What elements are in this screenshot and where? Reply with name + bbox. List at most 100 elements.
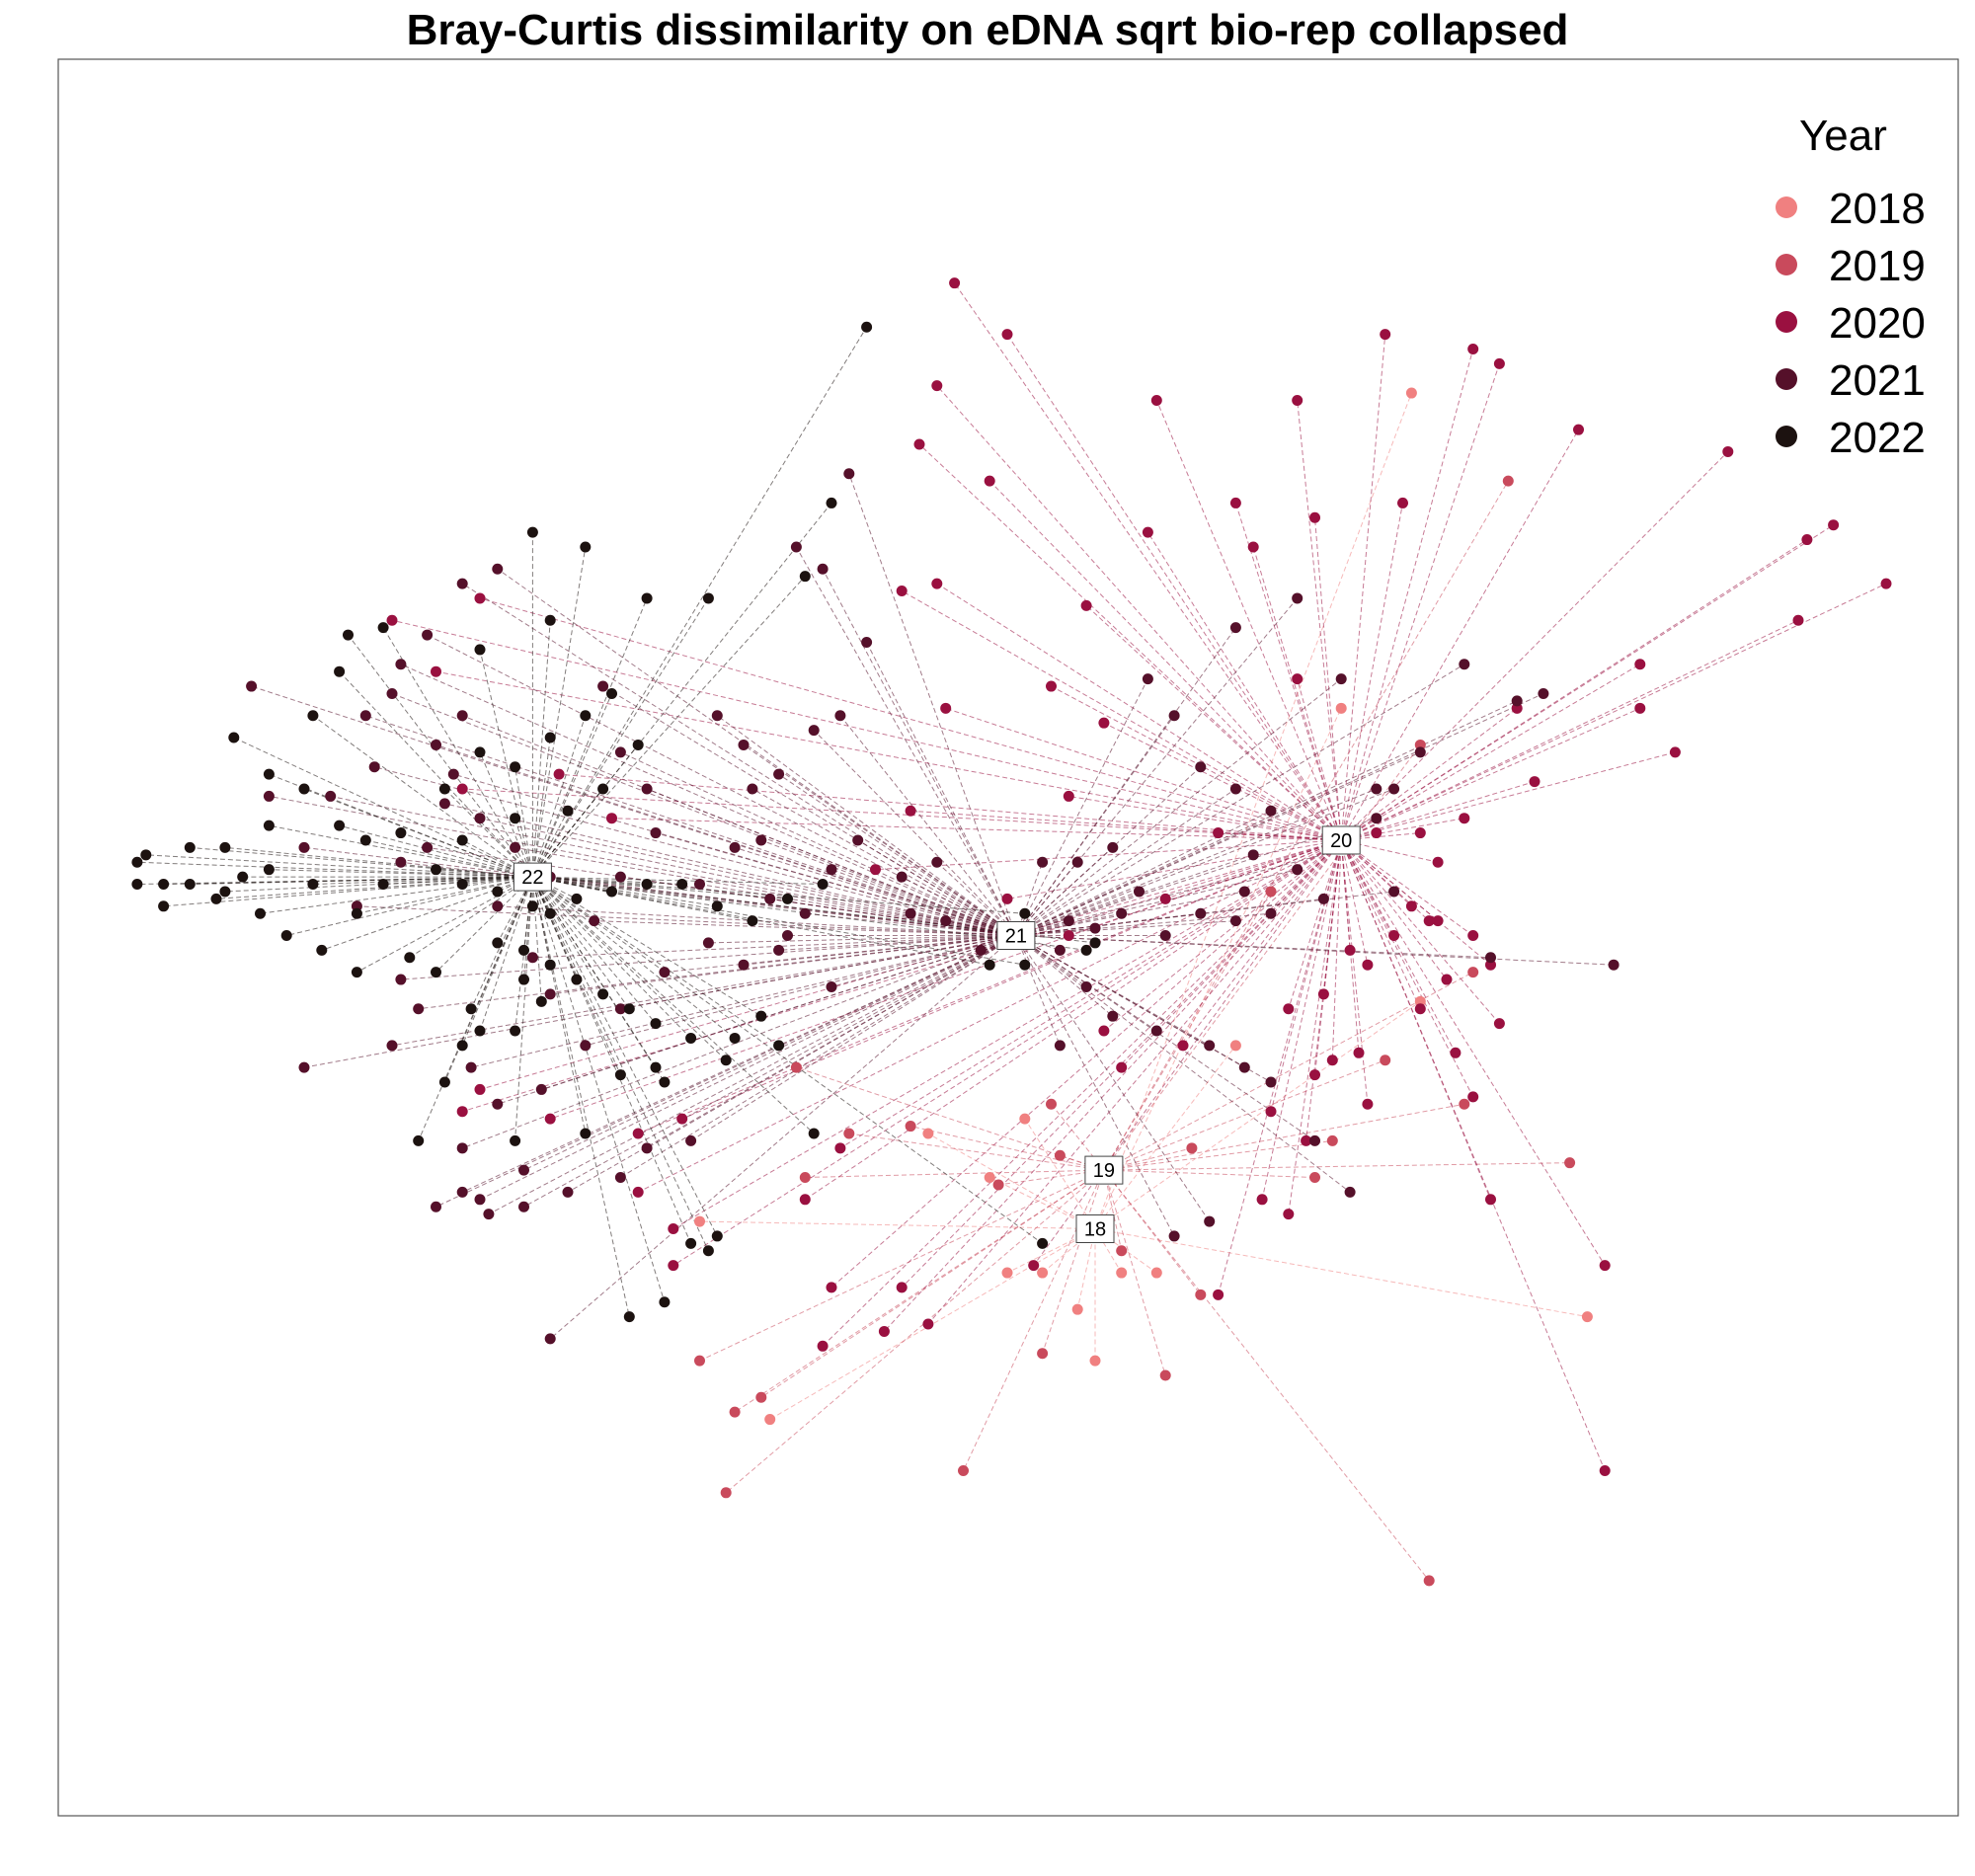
point-2022-74 [158,900,170,912]
spider-line-2022 [479,649,533,878]
centroid-label-2018: 18 [1084,1219,1106,1241]
point-2022-47 [676,879,688,891]
point-2020-82 [606,813,617,824]
spider-line-2022 [382,627,533,878]
point-2021-90 [518,1164,529,1176]
spider-line-2020 [1340,707,1641,841]
spider-line-2022 [531,876,666,1302]
point-2022-18 [395,827,407,839]
spider-line-2021 [303,935,1016,1068]
spider-line-2020 [1155,400,1342,841]
point-2022-50 [782,893,793,904]
point-2019-25 [1046,1098,1057,1110]
spider-line-2022 [435,876,533,973]
point-2021-27 [799,907,811,919]
spider-line-2019 [1103,480,1509,1171]
point-2021-80 [431,739,441,750]
point-2018-13 [984,1172,995,1184]
spider-line-2021 [751,788,1017,936]
spider-line-2020 [1297,678,1342,841]
point-2021-69 [1538,687,1549,699]
spider-line-2021 [550,876,1016,936]
spider-line-2022 [532,576,806,878]
point-2022-65 [431,967,441,978]
point-2021-116 [764,893,776,904]
point-2022-7 [544,614,556,626]
point-2019-0 [905,1121,916,1133]
spider-line-2020 [1006,334,1342,841]
point-2020-79 [431,665,441,677]
point-2021-112 [641,783,653,795]
centroid-label-2022: 22 [521,867,543,889]
point-2021-18 [492,900,504,912]
spider-line-2020 [927,839,1342,1325]
point-2021-12 [589,915,600,927]
point-2020-28 [1880,578,1892,589]
point-2022-96 [659,1296,671,1308]
point-2019-12 [1326,1134,1338,1146]
spider-line-2022 [269,824,533,878]
point-2021-118 [826,980,837,992]
point-2019-18 [1309,1172,1320,1184]
point-2022-79 [456,1040,468,1052]
point-2020-68 [922,1318,934,1330]
spider-line-2021 [717,715,1017,936]
point-2018-12 [1150,1267,1162,1279]
spider-line-2022 [365,839,533,878]
point-2021-39 [1159,930,1171,941]
spider-line-2019 [1103,1103,1464,1171]
point-2020-70 [668,1223,679,1234]
point-2022-92 [1080,944,1092,956]
point-2021-57 [1037,856,1049,868]
centroid-box-2022 [513,862,552,892]
spider-line-2021 [1015,678,1342,936]
point-2021-15 [474,813,486,824]
centroid-box-2020 [1321,825,1361,855]
spider-line-2022 [532,876,736,1039]
point-2022-87 [729,1032,741,1044]
spider-line-2021 [470,935,1017,1068]
spider-line-2020 [1146,531,1342,841]
point-2020-27 [1828,519,1840,531]
legend-key-2021 [1776,368,1797,390]
spider-line-2022 [532,876,824,886]
centroid-box-2018 [1075,1214,1115,1243]
point-2021-100 [685,1134,697,1146]
point-2021-120 [1168,1230,1180,1242]
point-2022-60 [720,1055,732,1066]
centroid-2018: 18 [1075,1214,1115,1243]
spider-line-2021 [1015,869,1298,936]
point-2019-15 [1564,1157,1576,1169]
point-2021-77 [422,629,434,641]
point-2020-87 [1441,974,1453,985]
point-2021-83 [395,856,407,868]
point-2020-14 [896,586,908,597]
point-2022-42 [526,900,538,912]
spider-line-2019 [1103,972,1473,1171]
point-2022-12 [307,710,319,722]
spider-line-2022 [356,876,533,914]
point-2020-64 [799,1194,811,1206]
spider-line-2021 [1015,912,1272,936]
legend-label-2021: 2021 [1829,356,1926,405]
spider-line-2022 [532,876,779,1047]
point-2022-29 [456,834,468,846]
point-2021-103 [298,1061,310,1073]
point-2022-62 [535,995,547,1007]
point-2019-20 [1186,1142,1198,1154]
legend-key-2020 [1776,311,1797,333]
spider-line-2021 [1015,664,1465,936]
spider-line-2020 [1340,539,1808,841]
point-2021-124 [1388,886,1400,898]
point-2020-42 [1344,944,1356,956]
spider-line-2020 [822,839,1342,1347]
spider-line-2021 [550,935,1016,995]
legend-key-2019 [1776,254,1797,275]
point-2022-88 [773,1040,785,1052]
spider-line-2020 [1340,363,1500,841]
point-2022-39 [184,841,196,853]
point-2020-75 [544,1113,556,1125]
point-2020-16 [1063,790,1074,802]
point-2020-54 [1116,1061,1128,1073]
point-2021-71 [1335,673,1347,685]
